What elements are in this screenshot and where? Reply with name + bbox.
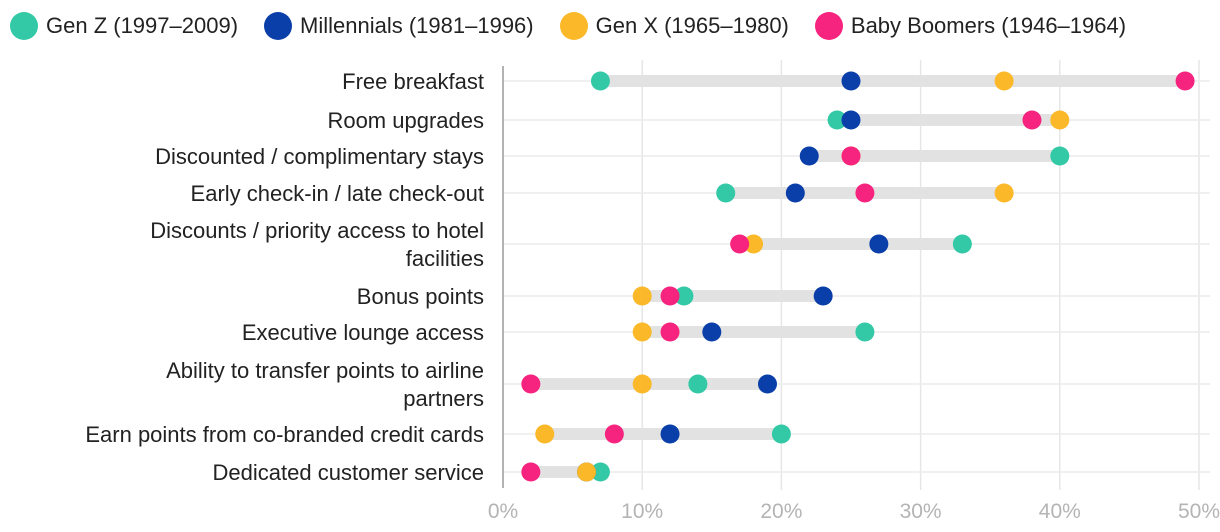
legend-item-1: Millennials (1981–1996) bbox=[264, 12, 534, 40]
category-label-1: Room upgrades bbox=[327, 108, 484, 133]
dot-series-1-row-8 bbox=[660, 424, 680, 444]
legend-label-2: Gen X (1965–1980) bbox=[595, 13, 789, 38]
dot-series-1-row-3 bbox=[785, 183, 805, 203]
x-tick-label-4: 40% bbox=[1039, 500, 1081, 523]
range-bar-1 bbox=[837, 114, 1060, 126]
dot-series-0-row-7 bbox=[688, 374, 708, 394]
x-tick-label-5: 50% bbox=[1178, 500, 1220, 523]
legend: Gen Z (1997–2009) Millennials (1981–1996)… bbox=[10, 8, 1126, 44]
dot-series-3-row-1 bbox=[1022, 110, 1042, 130]
dot-series-0-row-6 bbox=[855, 322, 875, 342]
legend-item-3: Baby Boomers (1946–1964) bbox=[814, 12, 1127, 40]
dot-series-0-row-8 bbox=[771, 424, 791, 444]
dot-series-2-row-1 bbox=[1050, 110, 1070, 130]
x-tick-label-2: 20% bbox=[760, 500, 802, 523]
category-label-4-line-1: facilities bbox=[406, 246, 484, 271]
dot-series-1-row-6 bbox=[702, 322, 722, 342]
dot-series-1-row-7 bbox=[757, 374, 777, 394]
x-tick-label-3: 30% bbox=[900, 500, 942, 523]
dot-series-1-row-0 bbox=[841, 71, 861, 91]
category-label-7-line-0: Ability to transfer points to airline bbox=[166, 358, 484, 383]
legend-swatch-0 bbox=[10, 12, 38, 40]
dot-series-1-row-4 bbox=[869, 234, 889, 254]
dot-series-0-row-3 bbox=[716, 183, 736, 203]
dot-series-1-row-2 bbox=[799, 146, 819, 166]
dot-series-0-row-2 bbox=[1050, 146, 1070, 166]
legend-label-1: Millennials (1981–1996) bbox=[300, 13, 534, 38]
dot-series-2-row-0 bbox=[994, 71, 1014, 91]
category-label-3: Early check-in / late check-out bbox=[191, 181, 484, 206]
dot-series-2-row-9 bbox=[577, 462, 597, 482]
category-label-7-line-1: partners bbox=[403, 386, 484, 411]
dot-series-3-row-9 bbox=[521, 462, 541, 482]
legend-swatch-1 bbox=[264, 12, 293, 40]
dot-series-0-row-0 bbox=[590, 71, 610, 91]
range-bar-2 bbox=[809, 150, 1060, 162]
range-bar-4 bbox=[739, 238, 963, 250]
category-label-5: Bonus points bbox=[357, 284, 484, 309]
dot-series-3-row-2 bbox=[841, 146, 861, 166]
legend-swatch-2 bbox=[559, 12, 588, 40]
legend-swatch-3 bbox=[814, 12, 843, 40]
legend-label-0: Gen Z (1997–2009) bbox=[46, 13, 239, 38]
dot-series-0-row-1 bbox=[827, 110, 847, 130]
category-label-8: Earn points from co-branded credit cards bbox=[85, 422, 484, 447]
dot-series-0-row-4 bbox=[952, 234, 972, 254]
category-label-6: Executive lounge access bbox=[242, 320, 484, 345]
dot-series-0-row-5 bbox=[674, 286, 694, 306]
dot-series-3-row-4 bbox=[730, 234, 750, 254]
dot-series-2-row-6 bbox=[632, 322, 652, 342]
dot-series-1-row-1 bbox=[841, 110, 861, 130]
dot-series-2-row-4 bbox=[744, 234, 764, 254]
category-label-9: Dedicated customer service bbox=[213, 460, 484, 485]
legend-label-3: Baby Boomers (1946–1964) bbox=[850, 13, 1127, 38]
range-bar-0 bbox=[600, 75, 1186, 87]
category-label-4-line-0: Discounts / priority access to hotel bbox=[150, 218, 484, 243]
dot-series-2-row-3 bbox=[994, 183, 1014, 203]
dot-series-2-row-7 bbox=[632, 374, 652, 394]
dot-series-3-row-5 bbox=[660, 286, 680, 306]
dot-series-3-row-3 bbox=[855, 183, 875, 203]
category-label-0: Free breakfast bbox=[342, 69, 484, 94]
category-label-2: Discounted / complimentary stays bbox=[155, 144, 484, 169]
dot-series-2-row-8 bbox=[535, 424, 555, 444]
x-tick-label-0: 0% bbox=[488, 500, 518, 523]
legend-item-0: Gen Z (1997–2009) bbox=[10, 12, 238, 40]
dot-series-0-row-9 bbox=[590, 462, 610, 482]
dot-series-2-row-5 bbox=[632, 286, 652, 306]
range-bar-6 bbox=[642, 326, 865, 338]
dot-series-1-row-5 bbox=[813, 286, 833, 306]
x-tick-label-1: 10% bbox=[621, 500, 663, 523]
dot-series-3-row-6 bbox=[660, 322, 680, 342]
dot-series-3-row-0 bbox=[1175, 71, 1195, 91]
dot-series-3-row-8 bbox=[604, 424, 624, 444]
dot-series-3-row-7 bbox=[521, 374, 541, 394]
legend-item-2: Gen X (1965–1980) bbox=[559, 12, 789, 40]
